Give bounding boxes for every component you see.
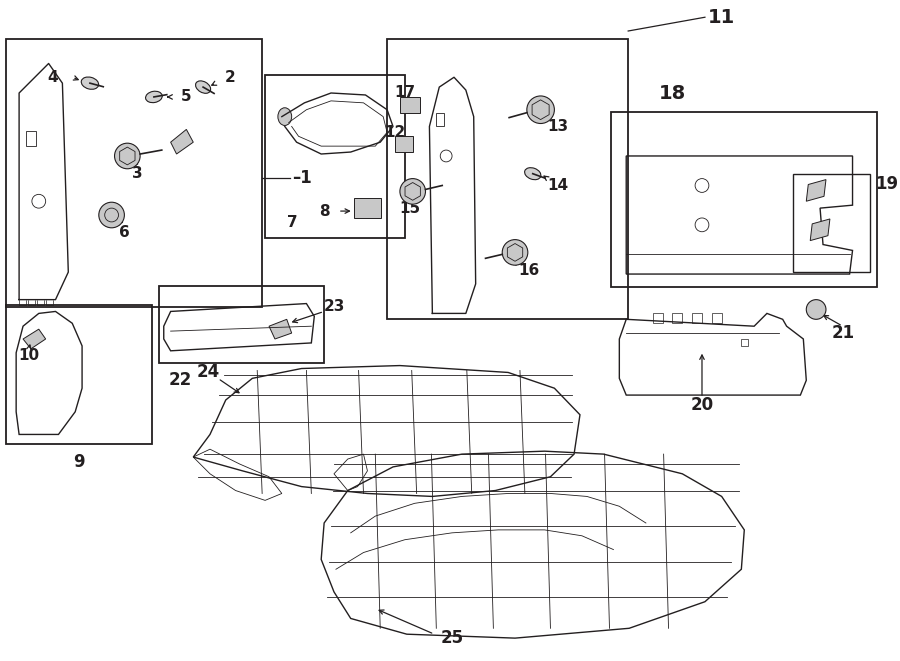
Ellipse shape [146, 91, 162, 102]
Ellipse shape [278, 108, 292, 126]
Circle shape [526, 96, 554, 124]
Text: 22: 22 [169, 371, 192, 389]
FancyBboxPatch shape [400, 97, 419, 112]
Polygon shape [171, 130, 194, 154]
Bar [6, 305, 152, 444]
Circle shape [99, 202, 124, 228]
Polygon shape [810, 219, 830, 241]
Bar [672, 313, 682, 323]
FancyBboxPatch shape [354, 198, 382, 218]
Text: 4: 4 [47, 70, 58, 85]
Text: 17: 17 [394, 85, 416, 100]
Bar [742, 339, 748, 346]
Polygon shape [23, 329, 46, 349]
Text: 8: 8 [319, 204, 329, 219]
Bar [712, 313, 722, 323]
Polygon shape [19, 63, 68, 299]
Text: 21: 21 [831, 324, 854, 342]
Bar [37, 299, 44, 305]
Ellipse shape [81, 77, 99, 89]
Circle shape [400, 178, 426, 204]
Ellipse shape [525, 168, 541, 180]
Text: 19: 19 [875, 175, 898, 192]
Text: 25: 25 [440, 629, 464, 647]
Text: 5: 5 [181, 89, 192, 104]
Bar [6, 39, 262, 307]
Text: 15: 15 [400, 201, 420, 215]
Text: 20: 20 [690, 396, 714, 414]
Bar [611, 112, 878, 287]
Polygon shape [806, 180, 826, 201]
Bar [436, 112, 445, 126]
Text: 9: 9 [73, 453, 85, 471]
Bar [387, 39, 628, 319]
Bar [26, 132, 36, 146]
Bar [266, 75, 405, 238]
Bar [794, 174, 870, 272]
Text: 24: 24 [196, 364, 220, 381]
Bar [46, 299, 52, 305]
Text: 6: 6 [119, 225, 130, 240]
Text: 10: 10 [18, 348, 40, 364]
Text: 23: 23 [324, 299, 346, 314]
Circle shape [806, 299, 826, 319]
FancyBboxPatch shape [395, 136, 413, 152]
Text: 18: 18 [659, 85, 686, 104]
Text: 3: 3 [132, 166, 142, 181]
Circle shape [502, 239, 527, 265]
Bar [28, 299, 35, 305]
Bar [652, 313, 662, 323]
Bar [19, 299, 26, 305]
Text: 16: 16 [518, 262, 539, 278]
Text: 11: 11 [708, 8, 735, 26]
Ellipse shape [195, 81, 211, 93]
Polygon shape [429, 77, 476, 313]
Text: –1: –1 [292, 169, 311, 187]
Circle shape [114, 143, 140, 169]
Bar [692, 313, 702, 323]
Text: 12: 12 [384, 125, 406, 140]
Text: 7: 7 [287, 215, 298, 231]
Polygon shape [269, 319, 292, 339]
Bar [158, 286, 324, 363]
Text: 14: 14 [547, 178, 569, 193]
Text: 13: 13 [547, 119, 569, 134]
Text: 2: 2 [224, 70, 235, 85]
